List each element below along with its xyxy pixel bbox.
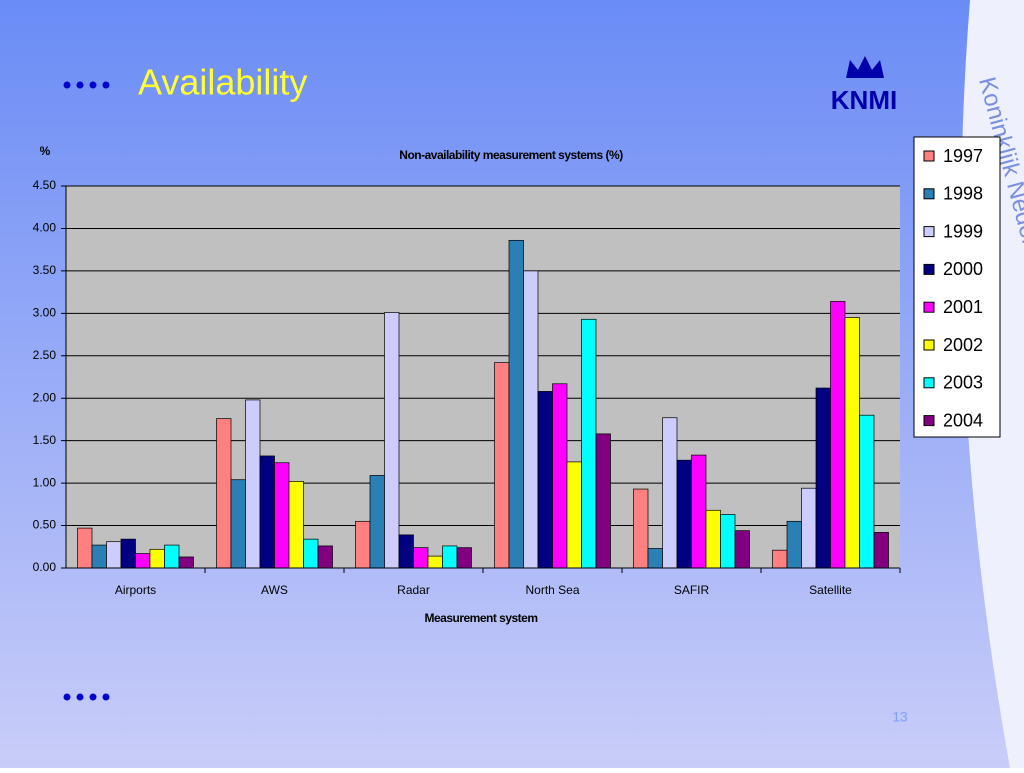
x-tick-label: North Sea bbox=[525, 583, 579, 597]
bar bbox=[734, 530, 750, 569]
y-tick-label: 3.00 bbox=[33, 306, 57, 320]
bar bbox=[552, 383, 568, 569]
crown bbox=[846, 56, 884, 78]
bar bbox=[427, 555, 443, 569]
bar bbox=[691, 454, 707, 569]
y-tick-label: 1.00 bbox=[33, 475, 57, 489]
legend-label: 2000 bbox=[943, 259, 983, 279]
legend-swatch bbox=[923, 150, 935, 162]
bar bbox=[633, 488, 649, 569]
bar bbox=[303, 538, 319, 569]
legend-swatch bbox=[923, 226, 935, 238]
page-number: 13 bbox=[892, 709, 908, 725]
bar bbox=[369, 475, 385, 569]
y-axis-title: % bbox=[40, 144, 51, 158]
y-tick-label: 4.50 bbox=[33, 178, 57, 192]
x-tick-label: SAFIR bbox=[674, 583, 710, 597]
x-tick-label: AWS bbox=[261, 583, 288, 597]
bar bbox=[384, 312, 400, 569]
bar bbox=[398, 534, 414, 569]
legend-swatch bbox=[923, 263, 935, 275]
bar bbox=[494, 362, 510, 569]
bar bbox=[164, 544, 180, 569]
bar bbox=[647, 548, 663, 569]
bar bbox=[566, 461, 582, 569]
bar bbox=[815, 387, 831, 569]
bar bbox=[786, 520, 802, 569]
bar bbox=[288, 481, 304, 569]
x-axis-title: Measurement system bbox=[424, 611, 537, 625]
bar bbox=[120, 538, 136, 569]
bar bbox=[149, 548, 165, 569]
bar bbox=[537, 391, 553, 569]
y-tick-label: 1.50 bbox=[33, 433, 57, 447]
chart-title: Non-availability measurement systems (%) bbox=[399, 148, 623, 162]
legend-swatch bbox=[923, 339, 935, 351]
bar bbox=[859, 414, 875, 569]
y-tick-label: 3.50 bbox=[33, 263, 57, 277]
bar bbox=[662, 417, 678, 569]
bar bbox=[523, 270, 539, 569]
x-tick-label: Satellite bbox=[809, 583, 852, 597]
bar bbox=[274, 462, 290, 569]
bar bbox=[317, 545, 333, 569]
legend-label: 1999 bbox=[943, 221, 983, 241]
legend-swatch bbox=[923, 415, 935, 427]
bullet bbox=[63, 81, 110, 701]
legend-swatch bbox=[923, 377, 935, 389]
legend-label: 2002 bbox=[943, 335, 983, 355]
bar bbox=[245, 399, 261, 569]
x-tick-label: Radar bbox=[397, 583, 430, 597]
bar bbox=[413, 547, 429, 569]
bar bbox=[772, 549, 788, 569]
bar bbox=[135, 553, 151, 569]
bar bbox=[77, 527, 93, 569]
legend-label: 2004 bbox=[943, 410, 983, 430]
bar bbox=[844, 317, 860, 569]
legend-label: 2001 bbox=[943, 297, 983, 317]
bar bbox=[801, 487, 817, 569]
legend-label: 1998 bbox=[943, 184, 983, 204]
bar bbox=[259, 455, 275, 569]
y-tick-label: 0.50 bbox=[33, 518, 57, 532]
bar bbox=[355, 520, 371, 569]
bar bbox=[676, 459, 692, 569]
bar bbox=[230, 479, 246, 569]
bar bbox=[705, 509, 721, 569]
bar bbox=[456, 547, 472, 569]
bar bbox=[595, 433, 611, 569]
legend-label: 1997 bbox=[943, 146, 983, 166]
bar bbox=[106, 541, 122, 569]
bar bbox=[873, 531, 889, 569]
bar bbox=[442, 545, 458, 569]
bar bbox=[830, 301, 846, 569]
legend-swatch bbox=[923, 188, 935, 200]
y-tick-label: 2.50 bbox=[33, 348, 57, 362]
logo: KNMI bbox=[831, 85, 897, 115]
slide-heading: Availability bbox=[138, 62, 307, 103]
bar bbox=[178, 556, 194, 569]
y-tick-label: 4.00 bbox=[33, 221, 57, 235]
bar bbox=[581, 318, 597, 569]
bar bbox=[720, 514, 736, 569]
legend-label: 2003 bbox=[943, 373, 983, 393]
bar bbox=[216, 418, 232, 569]
y-tick-label: 2.00 bbox=[33, 390, 57, 404]
legend-swatch bbox=[923, 301, 935, 313]
y-tick-label: 0.00 bbox=[33, 560, 57, 574]
plot-area bbox=[66, 186, 900, 568]
bar bbox=[508, 239, 524, 569]
x-tick-label: Airports bbox=[115, 583, 156, 597]
bar bbox=[91, 544, 107, 569]
